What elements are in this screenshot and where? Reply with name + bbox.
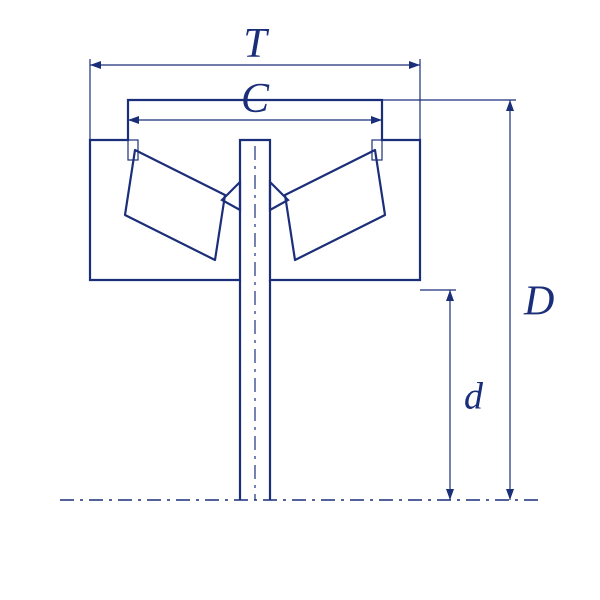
dim-label-T: T — [243, 21, 269, 67]
right-roller — [285, 150, 385, 260]
left-roller — [125, 150, 225, 260]
cage-notch-right — [270, 182, 288, 210]
dim-label-d: d — [464, 375, 484, 417]
dim-label-D: D — [523, 279, 554, 325]
dim-label-C: C — [241, 76, 270, 122]
cage-notch-left — [222, 182, 240, 210]
bearing-section-diagram: TC Dd — [0, 0, 600, 600]
